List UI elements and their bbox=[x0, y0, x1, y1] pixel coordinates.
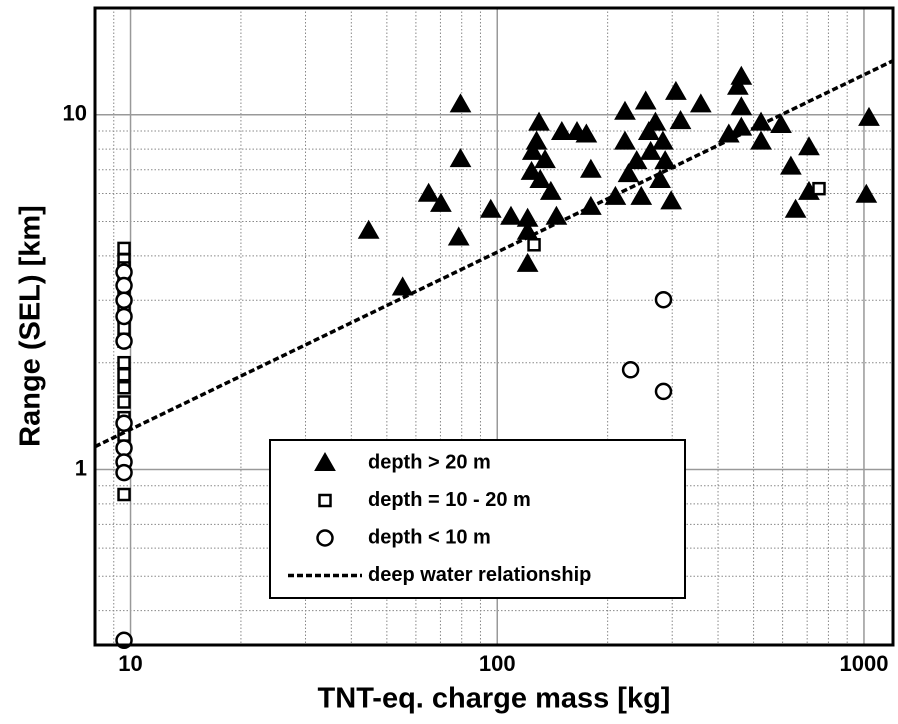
triangle-marker bbox=[500, 205, 522, 225]
x-tick-label: 1000 bbox=[839, 651, 888, 676]
triangle-marker bbox=[654, 150, 677, 170]
triangle-marker bbox=[575, 123, 598, 143]
marks bbox=[94, 59, 894, 650]
square-marker bbox=[117, 380, 131, 395]
trend-line bbox=[94, 59, 894, 449]
circle-marker bbox=[115, 414, 133, 432]
triangle-marker bbox=[516, 252, 539, 272]
triangle-marker bbox=[855, 183, 878, 203]
legend-box bbox=[269, 439, 686, 599]
circle-marker bbox=[654, 382, 673, 401]
square-marker bbox=[117, 395, 131, 409]
triangle-marker bbox=[634, 90, 657, 110]
legend-marker bbox=[318, 493, 332, 508]
circle-marker bbox=[115, 439, 133, 457]
triangle-marker bbox=[689, 93, 712, 113]
triangle-marker bbox=[750, 130, 772, 150]
triangle-marker bbox=[625, 150, 648, 170]
square-marker bbox=[117, 487, 131, 502]
triangle-marker bbox=[630, 185, 653, 205]
legend-label: depth < 10 m bbox=[368, 526, 491, 548]
triangle-marker bbox=[539, 180, 562, 200]
circle-marker bbox=[115, 332, 133, 350]
square-marker bbox=[117, 241, 131, 256]
triangle-marker bbox=[726, 75, 749, 95]
legend-label: depth = 10 - 20 m bbox=[368, 489, 531, 511]
triangle-marker bbox=[858, 106, 880, 126]
y-axis-label: Range (SEL) [km] bbox=[15, 205, 47, 447]
x-tick-label: 100 bbox=[479, 651, 516, 676]
triangle-marker bbox=[525, 130, 548, 150]
triangle-marker bbox=[417, 182, 440, 202]
triangle-marker bbox=[529, 168, 552, 188]
legend-marker bbox=[314, 451, 336, 471]
legend-label: deep water relationship bbox=[368, 564, 591, 586]
circle-marker bbox=[621, 361, 640, 379]
triangle-marker bbox=[520, 160, 543, 180]
triangle-marker bbox=[391, 276, 414, 296]
triangle-marker bbox=[798, 136, 820, 156]
triangle-marker bbox=[534, 149, 556, 169]
triangle-marker bbox=[430, 192, 452, 212]
x-tick-label: 10 bbox=[118, 651, 142, 676]
circle-marker bbox=[115, 276, 133, 295]
triangle-marker bbox=[780, 155, 802, 175]
circle-marker bbox=[115, 291, 133, 309]
triangle-marker bbox=[660, 190, 683, 210]
triangle-marker bbox=[449, 93, 472, 113]
x-axis-label: TNT-eq. charge mass [kg] bbox=[318, 683, 671, 715]
triangle-marker bbox=[550, 121, 573, 141]
triangle-marker bbox=[528, 111, 550, 131]
legend: depth > 20 m depth = 10 - 20 m depth < 10 … bbox=[269, 439, 686, 599]
triangle-marker bbox=[580, 158, 602, 178]
triangle-marker bbox=[665, 80, 687, 100]
triangle-marker bbox=[784, 198, 807, 218]
triangle-marker bbox=[730, 96, 753, 116]
y-tick-label: 1 bbox=[75, 455, 87, 480]
triangle-marker bbox=[357, 219, 380, 239]
circle-marker bbox=[654, 290, 673, 309]
triangle-marker bbox=[644, 111, 667, 131]
square-marker bbox=[117, 367, 131, 382]
triangle-marker bbox=[449, 148, 472, 168]
triangle-marker bbox=[447, 226, 470, 246]
square-marker bbox=[527, 238, 541, 252]
triangle-marker bbox=[637, 121, 660, 141]
triangle-marker bbox=[479, 198, 502, 218]
triangle-marker bbox=[521, 140, 544, 160]
triangle-marker bbox=[614, 130, 636, 150]
triangle-marker bbox=[649, 168, 671, 188]
legend-label: depth > 20 m bbox=[368, 451, 491, 473]
triangle-marker bbox=[639, 140, 662, 160]
triangle-marker bbox=[617, 163, 640, 183]
triangle-marker bbox=[730, 65, 753, 85]
triangle-marker bbox=[669, 110, 692, 130]
y-tick-label: 10 bbox=[63, 101, 87, 126]
circle-marker bbox=[115, 307, 133, 326]
triangle-marker bbox=[770, 113, 792, 133]
plot-frame bbox=[93, 6, 895, 647]
triangle-marker bbox=[614, 100, 636, 120]
triangle-marker bbox=[652, 130, 674, 150]
legend-marker bbox=[316, 529, 334, 547]
square-marker bbox=[812, 181, 826, 196]
square-marker bbox=[117, 355, 131, 370]
circle-marker bbox=[115, 463, 133, 482]
